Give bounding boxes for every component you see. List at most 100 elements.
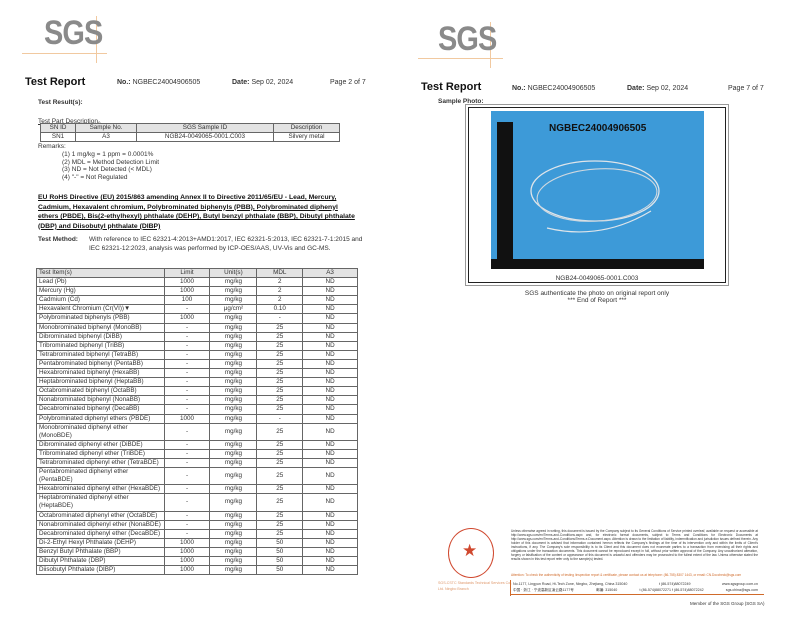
- table-row: Mercury (Hg) 1000 mg/kg 2 ND: [36, 286, 358, 297]
- address-cn-line: 中国 · 浙江 · 宁波高新区凌云路1177号 邮编: 315040 t (86-5…: [513, 588, 758, 593]
- authenticity-note: Attention: To check the authenticity of …: [511, 573, 742, 577]
- col-header: Unit(s): [209, 267, 258, 279]
- limit: -: [163, 484, 211, 495]
- limit: 1000: [163, 537, 211, 548]
- result-a3: ND: [302, 377, 358, 388]
- limit: -: [163, 331, 211, 342]
- ruler: [497, 122, 513, 269]
- report-title: Test Report: [421, 81, 482, 93]
- mdl: 25: [256, 467, 304, 486]
- method-label: Test Method:: [38, 236, 78, 243]
- table-row: Octabrominated diphenyl ether (OctaBDE) -…: [36, 510, 358, 521]
- limit: -: [163, 404, 211, 415]
- website: www.sgsgroup.com.cn: [722, 582, 758, 586]
- mdl: 50: [256, 537, 304, 548]
- table-row: Polybrominated biphenyls (PBB) 1000 mg/kg -…: [36, 313, 358, 324]
- unit: mg/kg: [209, 519, 258, 530]
- mdl: 25: [256, 358, 304, 370]
- test-item: Tetrabrominated biphenyl (TetraBB): [36, 349, 165, 360]
- part-desc-label: Test Part Description。: [38, 118, 105, 125]
- no-label: No.:: [512, 85, 526, 92]
- col-header: Sample No.: [75, 122, 137, 134]
- unit: mg/kg: [209, 546, 258, 558]
- result-a3: ND: [302, 386, 358, 397]
- table-row: Dibrominated diphenyl ether (DiBDE) - mg/k…: [36, 439, 358, 450]
- mdl: -: [256, 313, 304, 324]
- unit: mg/kg: [209, 358, 258, 370]
- test-item: Hexavalent Chromium (Cr(VI))▼: [36, 304, 165, 315]
- test-item: Pentabrominated diphenyl ether (PentaBDE…: [36, 467, 165, 486]
- result-a3: ND: [302, 457, 358, 469]
- test-item: Pentabrominated biphenyl (PentaBB): [36, 358, 165, 370]
- mdl: 2: [256, 277, 304, 288]
- sgs-logo: SGS: [44, 14, 103, 52]
- logo-rule: [418, 58, 503, 59]
- date-label: Date:: [627, 85, 645, 92]
- mdl: 25: [256, 349, 304, 360]
- star-icon: ★: [462, 541, 478, 560]
- limit: -: [163, 322, 211, 333]
- address-en-line: No.1177, Lingyun Road, Hi-Tech Zone, Nin…: [513, 582, 758, 586]
- ruler: [491, 259, 704, 269]
- result-a3: ND: [302, 439, 358, 450]
- footer-rule: [510, 594, 764, 595]
- test-item: Nonabrominated diphenyl ether (NonaBDE): [36, 519, 165, 530]
- table-row: Hexabrominated diphenyl ether (HexaBDE) -…: [36, 484, 358, 495]
- mdl: 25: [256, 377, 304, 388]
- limit: -: [163, 377, 211, 388]
- part-table: SN ID Sample No. SGS Sample ID Description …: [39, 122, 341, 143]
- col-header: A3: [302, 267, 358, 279]
- report-date: Sep 02, 2024: [251, 79, 294, 86]
- mdl: 25: [256, 528, 304, 539]
- table-row: Pentabrominated diphenyl ether (PentaBDE…: [36, 467, 358, 486]
- limit: -: [163, 386, 211, 397]
- col-header: Description: [272, 122, 341, 134]
- result-a3: ND: [302, 358, 358, 370]
- unit: mg/kg: [209, 457, 258, 469]
- test-item: Octabrominated biphenyl (OctaBB): [36, 386, 165, 397]
- limit: 1000: [163, 546, 211, 558]
- mdl: 2: [256, 295, 304, 306]
- unit: mg/kg: [209, 368, 258, 379]
- authenticate-note: SGS authenticate the photo on original r…: [524, 290, 670, 297]
- mdl: 25: [256, 322, 304, 333]
- test-item: Monobrominated biphenyl (MonoBB): [36, 322, 165, 333]
- limit: -: [163, 510, 211, 521]
- table-row: Pentabrominated biphenyl (PentaBB) - mg/kg…: [36, 358, 358, 370]
- no-label: No.:: [117, 79, 131, 86]
- test-method: With reference to IEC 62321-4:2013+AMD1:…: [89, 236, 363, 252]
- result-a3: ND: [302, 322, 358, 333]
- test-item: Heptabrominated biphenyl (HeptaBB): [36, 377, 165, 388]
- result-a3: ND: [302, 528, 358, 539]
- remarks-list: (1) 1 mg/kg = 1 ppm = 0.0001% (2) MDL = …: [62, 151, 159, 181]
- mdl: 25: [256, 422, 304, 441]
- end-of-report: *** End of Report ***: [567, 297, 627, 304]
- cell: NGB24-0049065-0001.C003: [136, 132, 274, 143]
- cell: SN1: [39, 132, 77, 143]
- limit: -: [163, 395, 211, 406]
- unit: mg/kg: [209, 386, 258, 397]
- limit: 1000: [163, 286, 211, 297]
- col-header: MDL: [256, 267, 304, 279]
- member-note: Member of the SGS Group (SGS SA): [690, 601, 765, 606]
- limit: 1000: [163, 413, 211, 424]
- result-a3: ND: [302, 510, 358, 521]
- table-row: Monobrominated biphenyl (MonoBB) - mg/kg 25…: [36, 322, 358, 333]
- photo-label: Sample Photo:: [438, 98, 484, 105]
- phone: t (86-574)88072271 f (86-574)88072242: [639, 588, 704, 592]
- test-item: Dibrominated diphenyl ether (DiBDE): [36, 439, 165, 450]
- limit: 1000: [163, 313, 211, 324]
- logo-rule: [96, 16, 97, 63]
- table-row: Hexavalent Chromium (Cr(VI))▼ - μg/cm² 0.10…: [36, 304, 358, 315]
- table-row: Di-2-Ethyl Hexyl Phthalate (DEHP) 1000 mg/…: [36, 537, 358, 548]
- limit: -: [163, 493, 211, 512]
- limit: -: [163, 439, 211, 450]
- report-number: NGBEC24004906505: [527, 85, 596, 92]
- remark: (4) "-" = Not Regulated: [62, 173, 128, 181]
- limit: -: [163, 448, 211, 459]
- result-a3: ND: [302, 277, 358, 288]
- mdl: 25: [256, 448, 304, 459]
- limit: -: [163, 349, 211, 360]
- postal: 邮编: 315040: [596, 588, 618, 592]
- address: 中国 · 浙江 · 宁波高新区凌云路1177号: [513, 588, 574, 592]
